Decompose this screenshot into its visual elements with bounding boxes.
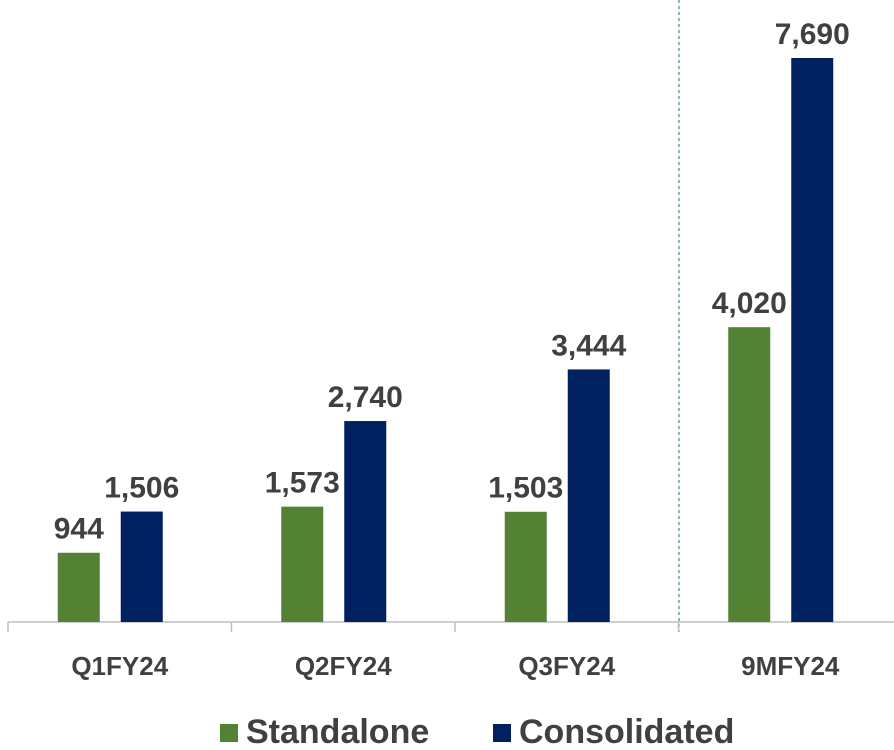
- data-label: 1,573: [265, 467, 340, 500]
- data-label: 4,020: [712, 287, 787, 320]
- legend-label: Consolidated: [519, 713, 734, 750]
- bar: [57, 552, 100, 622]
- data-label: 2,740: [328, 381, 403, 414]
- bar: [728, 327, 771, 622]
- data-label: 7,690: [775, 18, 850, 51]
- bar: [344, 421, 387, 622]
- bar: [791, 58, 834, 622]
- bar: [567, 369, 610, 622]
- x-tick-label: 9MFY24: [741, 651, 840, 681]
- legend-label: Standalone: [246, 713, 429, 750]
- bar: [120, 511, 163, 622]
- bar: [504, 511, 547, 622]
- data-label: 944: [54, 513, 104, 546]
- x-tick-label: Q2FY24: [295, 651, 392, 681]
- data-label: 3,444: [551, 329, 626, 362]
- legend-swatch: [493, 724, 511, 742]
- x-tick-label: Q1FY24: [71, 651, 168, 681]
- data-label: 1,503: [488, 472, 563, 505]
- data-label: 1,506: [104, 471, 179, 504]
- bar: [281, 506, 324, 622]
- legend-swatch: [220, 724, 238, 742]
- x-tick-label: Q3FY24: [518, 651, 615, 681]
